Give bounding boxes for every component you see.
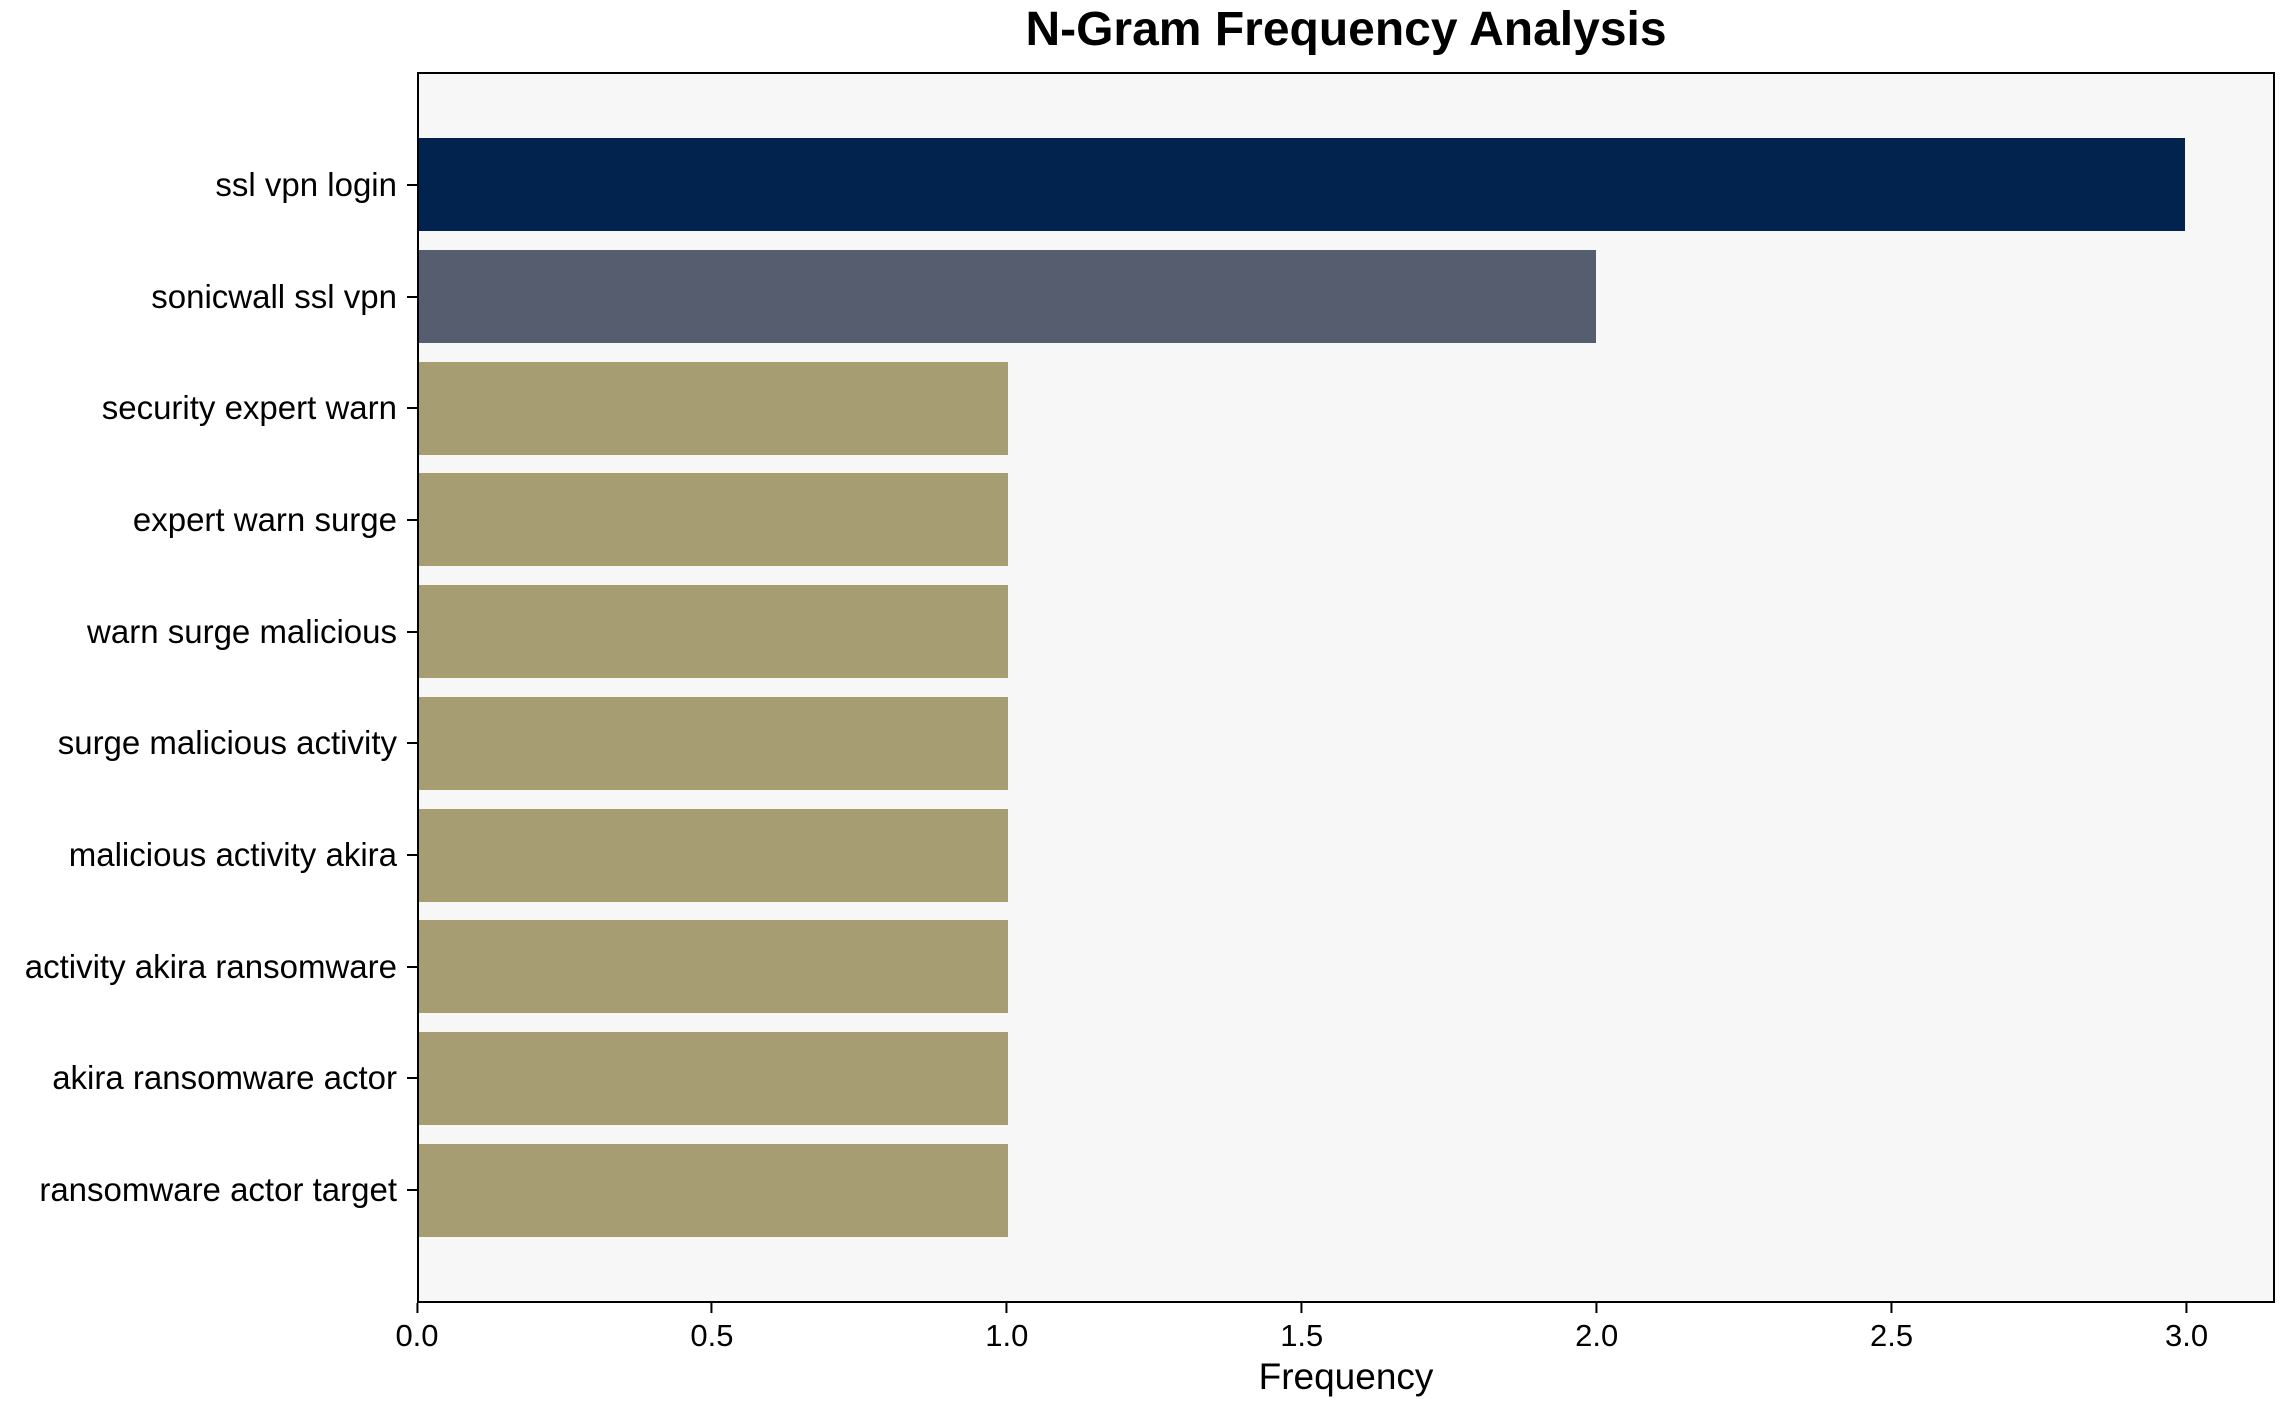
y-axis-label: malicious activity akira [68, 836, 397, 874]
bar [419, 696, 1008, 790]
bar-row [419, 129, 2273, 241]
bar-row [419, 1134, 2273, 1246]
bar [419, 250, 1597, 344]
x-tick: 2.5 [1870, 1303, 1913, 1354]
bar [419, 920, 1008, 1014]
y-tick-mark [407, 854, 417, 857]
x-tick: 3.0 [2165, 1303, 2208, 1354]
x-tick-mark [1890, 1303, 1893, 1313]
y-tick-mark [407, 630, 417, 633]
bar [419, 585, 1008, 679]
plot-area [417, 72, 2275, 1303]
y-label-row: ransomware actor target [0, 1134, 417, 1246]
y-axis-label: security expert warn [101, 389, 397, 427]
x-tick-label: 3.0 [2164, 1318, 2209, 1353]
x-tick-mark [1595, 1303, 1598, 1313]
bar [419, 1031, 1008, 1125]
y-label-row: security expert warn [0, 352, 417, 464]
x-tick-mark [1005, 1303, 1008, 1313]
y-axis-label: ransomware actor target [39, 1171, 397, 1209]
y-tick-mark [407, 295, 417, 298]
bar-row [419, 352, 2273, 464]
x-tick-label: 1.0 [985, 1318, 1029, 1353]
bar-row [419, 576, 2273, 688]
y-tick-mark [407, 518, 417, 521]
chart-title: N-Gram Frequency Analysis [1025, 3, 1667, 56]
bar [419, 361, 1008, 455]
y-axis-label: ssl vpn login [215, 165, 397, 203]
y-axis-label: sonicwall ssl vpn [151, 277, 397, 315]
y-axis-label: akira ransomware actor [52, 1059, 397, 1097]
x-tick: 1.0 [985, 1303, 1028, 1354]
y-label-row: surge malicious activity [0, 688, 417, 800]
y-axis-label: expert warn surge [132, 500, 397, 538]
y-label-row: sonicwall ssl vpn [0, 241, 417, 353]
x-tick-label: 0.5 [690, 1318, 734, 1353]
x-tick-label: 0.0 [395, 1318, 439, 1353]
bar [419, 808, 1008, 902]
y-tick-mark [407, 183, 417, 186]
y-tick-mark [407, 1189, 417, 1192]
x-tick-label: 2.5 [1870, 1318, 1914, 1353]
bar-row [419, 799, 2273, 911]
bar-row [419, 688, 2273, 800]
bar-row [419, 1023, 2273, 1135]
x-tick-mark [1300, 1303, 1303, 1313]
y-tick-mark [407, 742, 417, 745]
y-axis: ssl vpn login sonicwall ssl vpn security e… [0, 72, 417, 1303]
bar [419, 473, 1008, 567]
x-axis: 0.0 0.5 1.0 1.5 2.0 2.5 3.0 [395, 1303, 2275, 1363]
y-label-row: warn surge malicious [0, 576, 417, 688]
x-tick-mark [415, 1303, 418, 1313]
y-tick-mark [407, 965, 417, 968]
y-label-row: akira ransomware actor [0, 1023, 417, 1135]
bar [419, 1143, 1008, 1237]
bar-row [419, 464, 2273, 576]
x-tick-label: 1.5 [1280, 1318, 1324, 1353]
x-tick: 0.5 [690, 1303, 733, 1354]
x-tick-label: 2.0 [1575, 1318, 1619, 1353]
y-axis-label: activity akira ransomware [24, 947, 397, 985]
x-axis-label: Frequency [1258, 1356, 1434, 1397]
x-tick: 0.0 [395, 1303, 439, 1354]
y-label-row: activity akira ransomware [0, 911, 417, 1023]
y-axis-label: surge malicious activity [57, 724, 397, 762]
bar [419, 138, 2185, 232]
x-tick: 2.0 [1575, 1303, 1618, 1354]
y-label-row: malicious activity akira [0, 799, 417, 911]
y-axis-label: warn surge malicious [87, 612, 397, 650]
bar-row [419, 911, 2273, 1023]
x-tick: 1.5 [1280, 1303, 1323, 1354]
y-tick-mark [407, 407, 417, 410]
y-label-row: ssl vpn login [0, 129, 417, 241]
bar-row [419, 241, 2273, 353]
x-tick-mark [2185, 1303, 2188, 1313]
x-tick-mark [710, 1303, 713, 1313]
y-tick-mark [407, 1077, 417, 1080]
y-label-row: expert warn surge [0, 464, 417, 576]
